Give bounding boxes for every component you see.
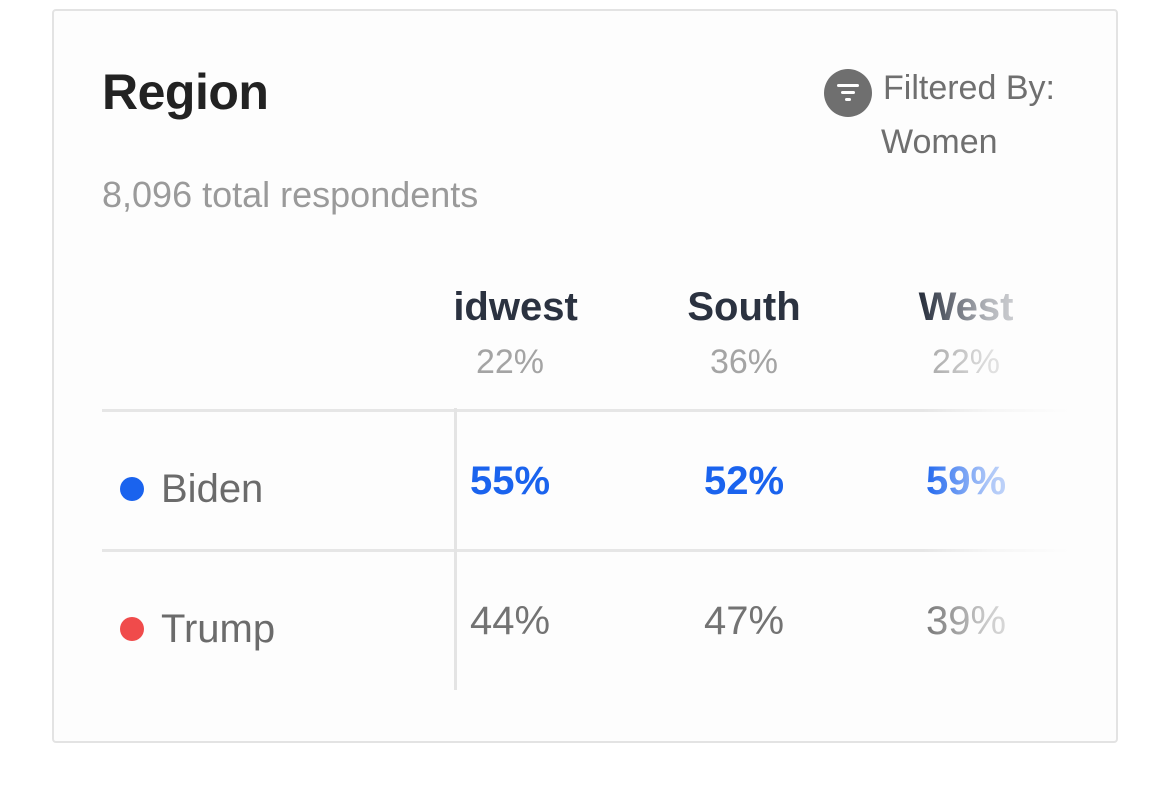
candidate-name: Biden xyxy=(161,466,264,511)
candidate-name: Trump xyxy=(161,606,276,651)
column-share-midwest: 22% xyxy=(475,343,545,381)
filter-value: Women xyxy=(881,123,998,161)
scroll-fade xyxy=(922,273,1070,703)
filter-icon[interactable] xyxy=(824,69,872,117)
cell-trump-midwest: 44% xyxy=(469,599,551,643)
cell-biden-midwest: 55% xyxy=(469,459,551,503)
filter-label: Filtered By: xyxy=(883,69,1055,107)
row-label-trump: Trump xyxy=(120,599,275,659)
card-title: Region xyxy=(102,64,269,120)
header-divider xyxy=(102,409,1070,412)
row-divider xyxy=(102,549,1070,552)
trump-dot-icon xyxy=(120,617,144,641)
column-share-south: 36% xyxy=(709,343,779,381)
filter-indicator[interactable]: Filtered By: Women xyxy=(824,67,1084,177)
results-table[interactable]: lidwest 22% South 36% West 22% Biden 55%… xyxy=(102,273,1070,703)
cell-trump-south: 47% xyxy=(703,599,785,643)
total-respondents: 8,096 total respondents xyxy=(102,174,479,215)
row-label-biden: Biden xyxy=(120,459,263,519)
cell-biden-south: 52% xyxy=(703,459,785,503)
column-header-midwest: lidwest xyxy=(442,285,578,329)
region-card: Region 8,096 total respondents Filtered … xyxy=(52,9,1118,743)
scroll-clip xyxy=(362,273,454,403)
column-divider xyxy=(454,408,457,690)
column-header-south: South xyxy=(687,285,801,329)
biden-dot-icon xyxy=(120,477,144,501)
